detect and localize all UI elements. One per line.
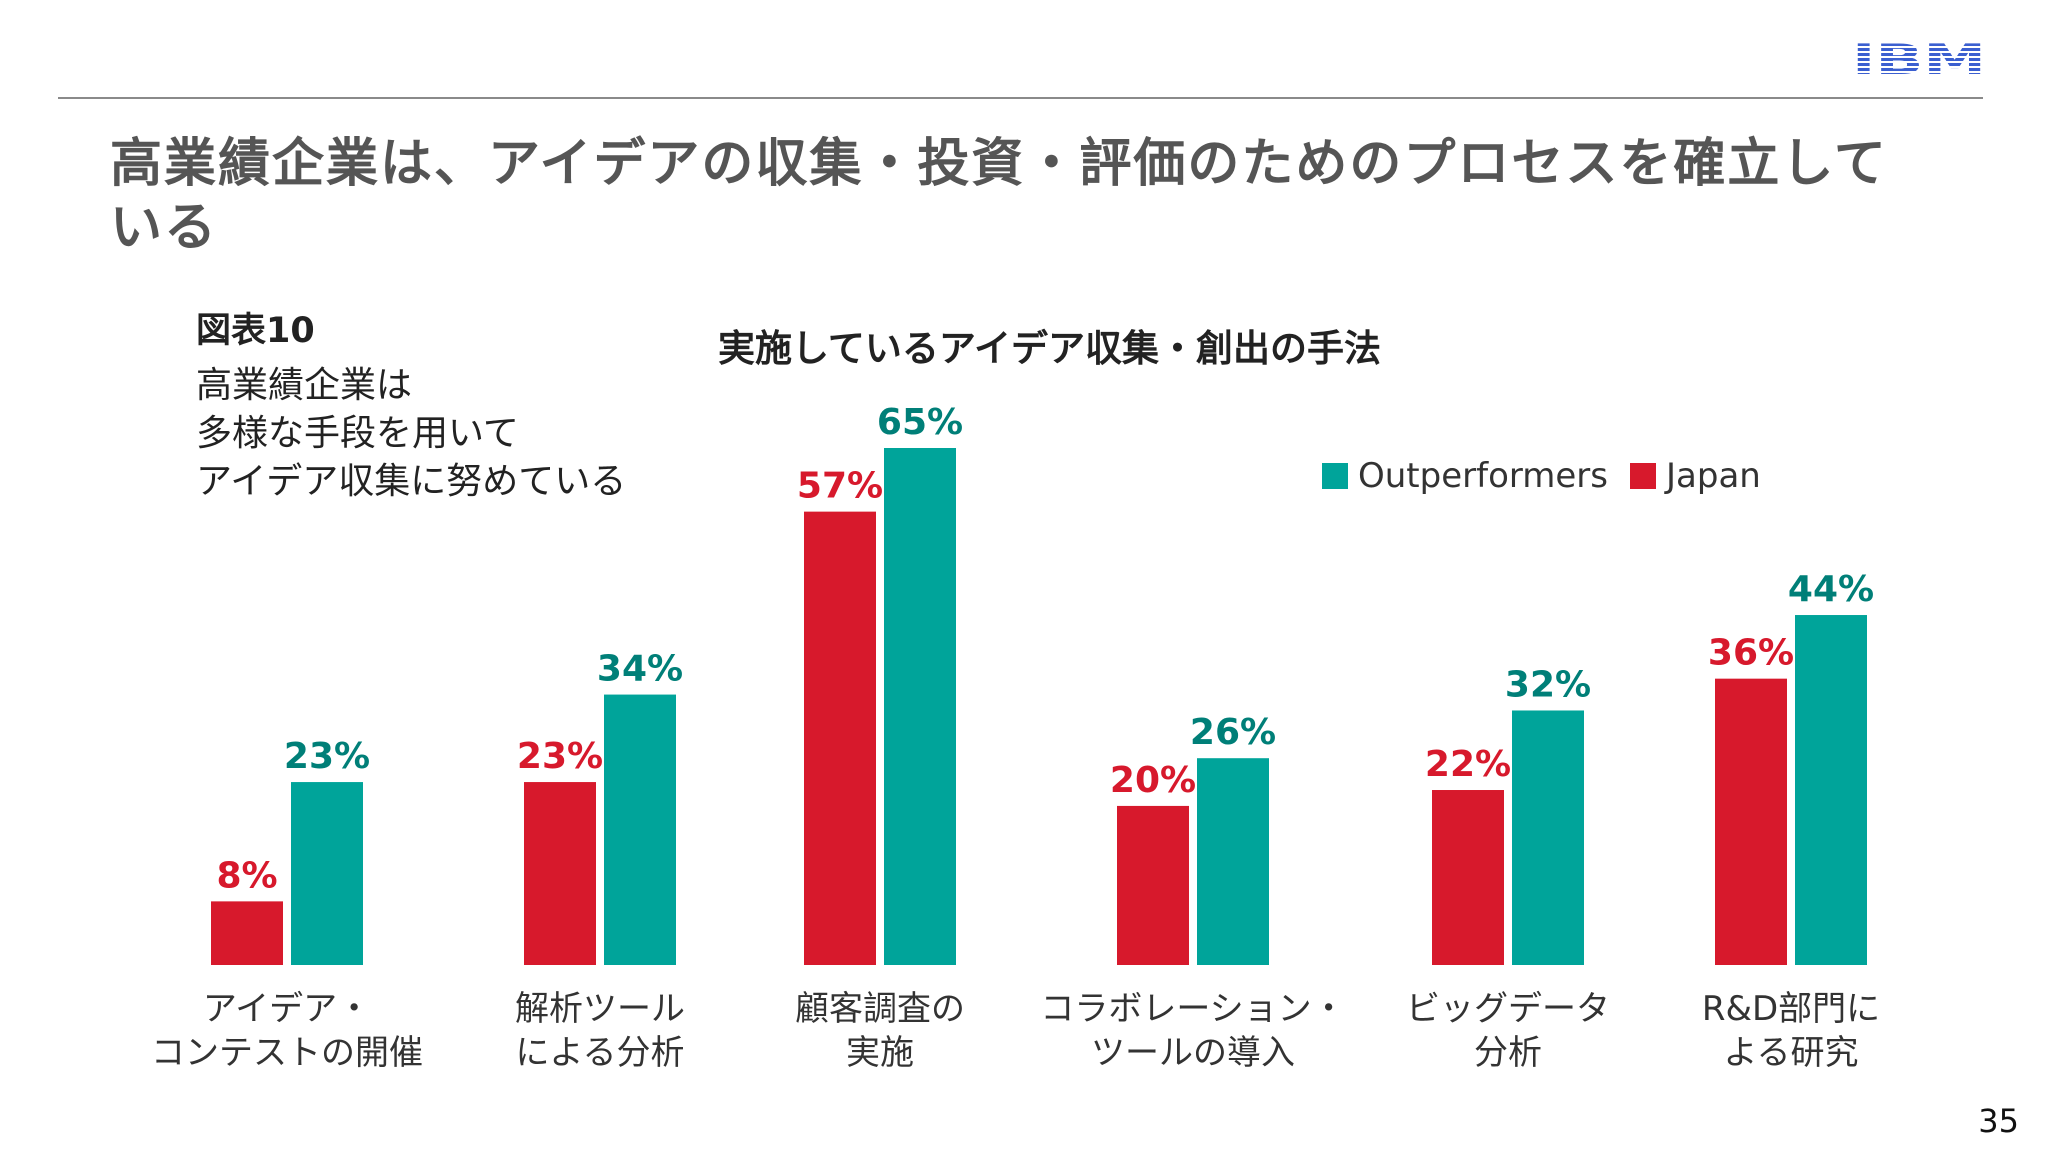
header-divider bbox=[58, 97, 1983, 99]
legend-item-outperformers: Outperformers bbox=[1322, 456, 1608, 496]
bar-japan bbox=[211, 901, 283, 965]
category-label: ツールの導入 bbox=[1091, 1033, 1295, 1073]
bar-japan bbox=[804, 511, 876, 965]
page-number: 35 bbox=[1978, 1102, 2019, 1140]
ibm-logo-stripe bbox=[1852, 76, 1986, 78]
bar-outperformers bbox=[884, 448, 956, 965]
bar-outperformers bbox=[291, 782, 363, 965]
data-label-outperformers: 23% bbox=[284, 736, 370, 777]
data-label-outperformers: 44% bbox=[1788, 569, 1874, 610]
data-label-japan: 22% bbox=[1425, 744, 1511, 785]
ibm-logo: IBM bbox=[1852, 38, 1986, 78]
category-label: による分析 bbox=[516, 1033, 685, 1073]
legend-swatch-outperformers bbox=[1322, 463, 1348, 489]
data-label-outperformers: 65% bbox=[877, 402, 963, 443]
ibm-logo-stripe bbox=[1852, 46, 1986, 48]
legend-item-japan: Japan bbox=[1630, 456, 1761, 496]
data-label-japan: 23% bbox=[517, 736, 603, 777]
data-label-japan: 20% bbox=[1110, 760, 1196, 801]
data-label-japan: 8% bbox=[216, 855, 277, 896]
category-label: 分析 bbox=[1474, 1033, 1542, 1073]
ibm-logo-stripe bbox=[1852, 71, 1986, 73]
category-label: よる研究 bbox=[1724, 1033, 1859, 1073]
bar-japan bbox=[1432, 790, 1504, 965]
bar-japan bbox=[1117, 805, 1189, 965]
category-label: アイデア・ bbox=[203, 989, 371, 1029]
legend-swatch-japan bbox=[1630, 463, 1657, 489]
category-label: ビッグデータ bbox=[1406, 989, 1610, 1029]
ibm-logo-stripe bbox=[1852, 61, 1986, 63]
legend-label-japan: Japan bbox=[1666, 456, 1761, 496]
figure-label: 図表10 bbox=[196, 311, 315, 351]
chart-title: 実施しているアイデア収集・創出の手法 bbox=[718, 327, 1382, 370]
data-label-japan: 36% bbox=[1708, 633, 1794, 674]
ibm-logo-stripe bbox=[1852, 56, 1986, 58]
category-label: 顧客調査の bbox=[795, 989, 965, 1029]
bar-japan bbox=[524, 782, 596, 965]
bar-outperformers bbox=[604, 694, 676, 965]
ibm-logo-stripe bbox=[1852, 41, 1986, 43]
category-label: コンテストの開催 bbox=[151, 1033, 423, 1073]
ibm-logo-stripe bbox=[1852, 51, 1986, 53]
legend-label-outperformers: Outperformers bbox=[1358, 456, 1609, 496]
bar-japan bbox=[1715, 678, 1787, 965]
data-label-outperformers: 34% bbox=[597, 649, 683, 690]
ibm-logo-stripe bbox=[1852, 66, 1986, 68]
category-label: 解析ツール bbox=[515, 989, 685, 1029]
bar-outperformers bbox=[1512, 710, 1584, 965]
category-label: コラボレーション・ bbox=[1040, 989, 1345, 1029]
chart-legend: Outperformers Japan bbox=[1322, 456, 1783, 496]
category-label: 実施 bbox=[846, 1033, 914, 1073]
data-label-outperformers: 26% bbox=[1190, 712, 1276, 753]
data-label-outperformers: 32% bbox=[1505, 664, 1591, 705]
figure-description: 高業績企業は 多様な手段を用いて アイデア収集に努めている bbox=[196, 365, 627, 502]
category-label: R&D部門に bbox=[1702, 989, 1880, 1029]
bar-outperformers bbox=[1197, 758, 1269, 965]
slide-title: 高業績企業は、アイデアの収集・投資・評価のためのプロセスを確立している bbox=[110, 134, 1888, 258]
bar-outperformers bbox=[1795, 615, 1867, 965]
data-label-japan: 57% bbox=[797, 466, 883, 507]
